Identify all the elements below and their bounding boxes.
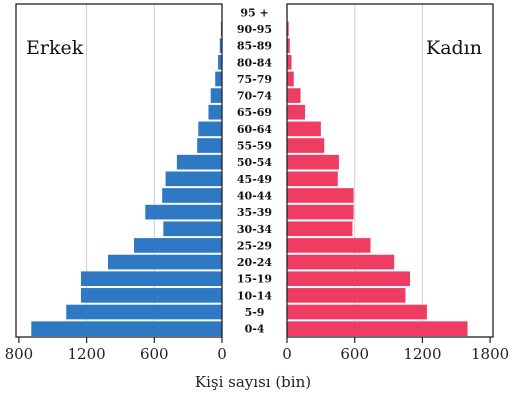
bar-erkek-35-39 (145, 204, 222, 220)
bar-kadin-25-29 (287, 238, 371, 253)
tick-label-left: 800 (5, 345, 34, 363)
bar-kadin-50-54 (287, 154, 339, 170)
bar-kadin-15-19 (287, 271, 410, 287)
bar-kadin-60-64 (287, 121, 321, 137)
frame-right (286, 3, 494, 338)
age-label: 55-59 (237, 140, 272, 153)
age-label: 70-74 (237, 90, 273, 103)
age-label: 80-84 (237, 56, 273, 69)
bar-kadin-5-9 (287, 304, 427, 320)
bar-erkek-0-4 (31, 321, 222, 336)
bar-kadin-75-79 (287, 71, 294, 87)
bar-erkek-40-44 (162, 188, 222, 203)
age-labels: 0-4 5-9 10-14 15-19 20-24 25-29 30-34 35-39 40-4… (237, 6, 273, 335)
age-label: 20-24 (237, 256, 273, 269)
bar-erkek-5-9 (66, 304, 222, 320)
tick-label-left: 600 (140, 345, 169, 363)
bar-erkek-70-74 (210, 88, 222, 103)
bar-erkek-60-64 (198, 121, 222, 137)
age-label: 25-29 (237, 239, 272, 252)
gridlines (86, 4, 423, 337)
legend-erkek: Erkek (26, 37, 84, 59)
frame-left (15, 3, 223, 338)
legend-kadin: Kadın (426, 37, 482, 59)
age-label: 35-39 (237, 206, 272, 219)
tick-label-right: 600 (340, 345, 369, 363)
bar-erkek-75-79 (215, 71, 222, 87)
plot-frames (15, 3, 494, 338)
bar-erkek-80-84 (218, 54, 222, 70)
bar-erkek-45-49 (165, 171, 222, 187)
bar-kadin-85-89 (287, 38, 290, 53)
age-label: 60-64 (237, 123, 273, 136)
age-label: 40-44 (237, 189, 273, 202)
tick-label-right: 1800 (471, 345, 509, 363)
age-label: 95 + (240, 6, 268, 19)
tick-label-right: 1200 (403, 345, 441, 363)
bar-erkek-20-24 (108, 254, 222, 270)
bar-kadin-70-74 (287, 88, 301, 103)
bar-erkek-30-34 (163, 221, 222, 237)
age-label: 15-19 (237, 273, 272, 286)
age-label: 50-54 (237, 156, 273, 169)
tick-label-right: 0 (282, 345, 292, 363)
bar-erkek-15-19 (80, 271, 222, 287)
age-label: 10-14 (237, 289, 273, 302)
tick-label-left: 1200 (67, 345, 105, 363)
bar-kadin-20-24 (287, 254, 395, 270)
bar-erkek-65-69 (208, 104, 222, 120)
bar-erkek-55-59 (197, 138, 222, 153)
tick-label-left: 0 (217, 345, 227, 363)
x-axis-title: Kişi sayısı (bin) (195, 373, 311, 391)
x-tick-labels: 800 1200 600 0 0 600 1200 1800 (5, 337, 509, 363)
bars (31, 5, 468, 336)
bar-erkek-25-29 (133, 238, 222, 253)
age-label: 65-69 (237, 106, 272, 119)
bar-kadin-45-49 (287, 171, 338, 187)
bar-kadin-35-39 (287, 204, 354, 220)
age-label: 0-4 (245, 323, 265, 336)
age-label: 75-79 (237, 73, 272, 86)
bar-kadin-55-59 (287, 138, 325, 153)
age-label: 85-89 (237, 40, 272, 53)
bar-kadin-0-4 (287, 321, 468, 336)
bar-erkek-10-14 (80, 288, 222, 303)
bar-kadin-65-69 (287, 104, 306, 120)
age-label: 30-34 (237, 223, 273, 236)
age-label: 45-49 (237, 173, 272, 186)
bar-kadin-40-44 (287, 188, 354, 203)
age-label: 90-95 (237, 23, 272, 36)
age-label: 5-9 (245, 306, 265, 319)
bar-kadin-10-14 (287, 288, 406, 303)
bar-kadin-80-84 (287, 54, 292, 70)
bar-kadin-30-34 (287, 221, 353, 237)
bar-kadin-90-95 (287, 21, 289, 37)
bar-erkek-50-54 (176, 154, 222, 170)
bar-erkek-85-89 (219, 38, 222, 53)
